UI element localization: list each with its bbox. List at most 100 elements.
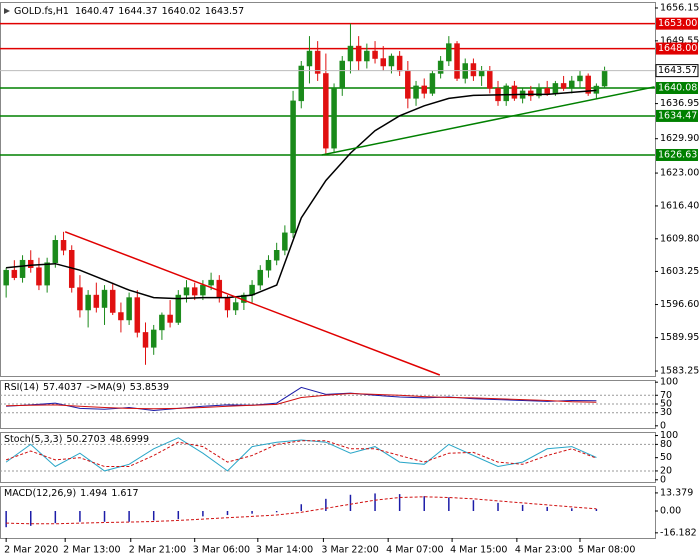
candle-body — [569, 80, 575, 89]
candle-body — [323, 73, 329, 149]
level-label: 1648.00 — [658, 43, 697, 54]
candle-body — [290, 100, 296, 234]
candle-body — [3, 269, 9, 286]
indicator-line — [6, 386, 597, 412]
trendline — [321, 86, 655, 156]
candle-body — [478, 70, 485, 77]
series-last-value: 53.8539 — [130, 382, 169, 393]
y-tick-label: 1629.90 — [660, 133, 699, 144]
x-tick-label: 4 Mar 07:00 — [386, 545, 443, 556]
candle-body — [388, 55, 395, 67]
x-tick-label: 4 Mar 23:00 — [515, 545, 572, 556]
candle-body — [134, 297, 141, 333]
x-tick-label: 3 Mar 06:00 — [193, 545, 250, 556]
candle-body — [19, 259, 26, 278]
candle-body — [429, 73, 436, 94]
header-open: 1640.47 — [75, 6, 114, 17]
candle-body — [560, 83, 567, 89]
indicator-line — [6, 496, 597, 525]
header-low: 1640.02 — [162, 6, 201, 17]
candle-body — [372, 50, 378, 59]
candle-body — [339, 60, 346, 89]
candle-body — [601, 70, 608, 87]
moving-average — [6, 89, 597, 300]
x-tick-label: 2 Mar 21:00 — [129, 545, 186, 556]
y-tick-label: 1636.95 — [660, 98, 699, 109]
indicator-line — [5, 437, 597, 472]
candle-body — [380, 58, 386, 67]
candle-body — [224, 297, 231, 311]
candle-body — [536, 88, 542, 97]
level-label: 1626.63 — [658, 149, 697, 160]
candle-body — [487, 70, 493, 89]
candle-body — [11, 269, 18, 278]
y-tick-label: 70 — [660, 390, 672, 401]
candle-body — [273, 250, 280, 261]
level-label-box — [656, 17, 698, 30]
y-tick-label: 1583.25 — [660, 366, 699, 377]
candle-body — [257, 269, 264, 286]
panel-frame — [0, 486, 656, 539]
candle-body — [593, 85, 600, 94]
y-tick-label: 50 — [660, 399, 672, 410]
candle-body — [175, 294, 182, 323]
x-tick-label: 2 Mar 2020 — [4, 545, 58, 556]
candle-body — [118, 312, 124, 321]
level-label: 1640.08 — [658, 83, 697, 94]
candle-body — [314, 50, 321, 74]
candle-body — [232, 302, 239, 311]
header-high: 1644.37 — [118, 6, 157, 17]
header-close: 1643.57 — [205, 6, 244, 17]
y-tick-label: 0 — [660, 474, 666, 485]
candle-body — [405, 70, 411, 99]
candle-body — [36, 267, 42, 286]
level-label: 1653.00 — [658, 18, 697, 29]
y-tick-label: 100 — [660, 377, 678, 388]
candle-body — [183, 287, 190, 296]
symbol: GOLD.fs,H1 — [14, 6, 69, 17]
candle-body — [93, 294, 100, 308]
candle-body — [364, 50, 370, 62]
candle-body — [552, 83, 559, 94]
y-tick-label: 13.379 — [660, 487, 693, 498]
series-last-value: 50.2703 — [66, 434, 105, 445]
y-tick-label: 30 — [660, 407, 672, 418]
y-tick-label: 80 — [660, 439, 672, 450]
y-tick-label: 1649.55 — [660, 35, 699, 46]
candle-body — [577, 75, 583, 82]
y-tick-label: 1616.40 — [660, 200, 699, 211]
candle-body — [503, 85, 509, 102]
candle-body — [470, 63, 477, 77]
indicator-title: RSI(14) — [4, 382, 39, 393]
candle-body — [413, 85, 419, 99]
candle-body — [44, 262, 50, 286]
candle-body — [150, 329, 157, 348]
candle-body — [585, 75, 591, 94]
candle-body — [216, 279, 223, 298]
candle-body — [109, 289, 116, 313]
indicator-title: Stoch(5,3,3) — [4, 434, 62, 445]
x-tick-label: 5 Mar 08:00 — [578, 545, 635, 556]
candle-body — [331, 88, 337, 149]
level-label-box — [656, 42, 698, 55]
price-label: 1643.57 — [658, 65, 697, 76]
candle-body — [77, 287, 83, 311]
level-label-box — [656, 109, 698, 122]
candle-body — [159, 314, 165, 331]
x-tick-label: 4 Mar 15:00 — [450, 545, 507, 556]
y-tick-label: 1656.15 — [660, 2, 699, 13]
candle-body — [27, 259, 34, 268]
candle-body — [454, 43, 460, 79]
series-last-value: 1.494 — [80, 488, 107, 499]
candle-body — [167, 314, 173, 323]
candle-body — [126, 297, 132, 321]
candle-body — [265, 259, 272, 271]
chart-header: GOLD.fs,H1 1640.47 1644.37 1640.02 1643.57 — [14, 6, 244, 17]
y-tick-label: 1623.00 — [660, 168, 699, 179]
x-tick-label: 2 Mar 13:00 — [63, 545, 120, 556]
indicator-title: MACD(12,26,9) — [4, 488, 76, 499]
candle-body — [52, 240, 59, 263]
panel-frame — [0, 2, 656, 377]
